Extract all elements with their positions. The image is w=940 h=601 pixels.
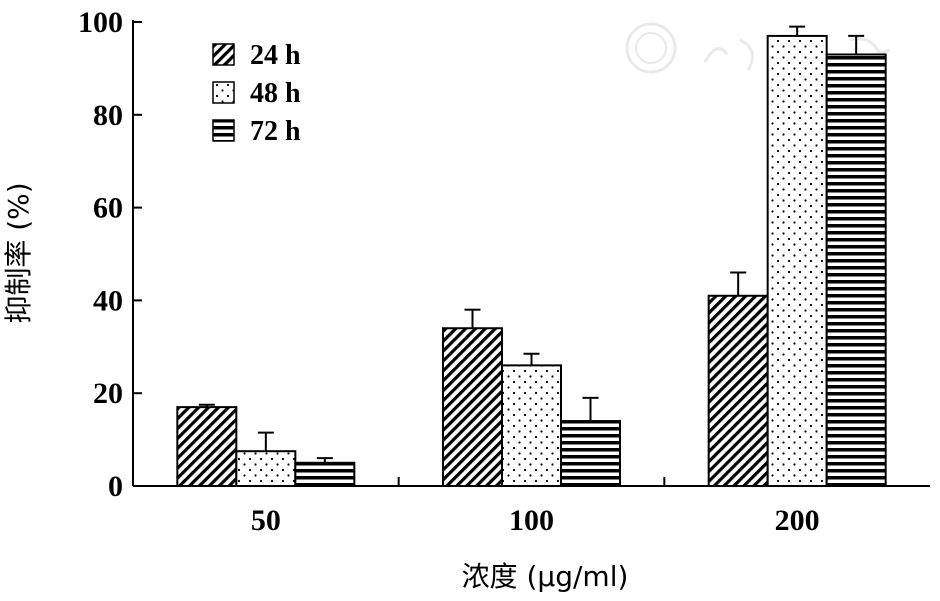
x-axis-ticks: 50 100 200 xyxy=(251,477,820,537)
bar-72h-50 xyxy=(294,461,356,487)
y-tick-label: 80 xyxy=(93,99,123,132)
bar-48h-50 xyxy=(235,450,297,488)
x-tick-label: 200 xyxy=(775,504,820,537)
legend-swatch xyxy=(212,43,235,66)
y-tick-label: 60 xyxy=(93,192,123,225)
y-axis-ticks: 0 20 40 60 80 100 xyxy=(78,6,142,503)
y-tick-label: 20 xyxy=(93,377,123,410)
x-axis-title: 浓度 (μg/ml) xyxy=(462,560,629,593)
y-axis-title: 抑制率 (%) xyxy=(2,182,35,323)
bar-24h-100 xyxy=(442,327,503,487)
bar-24h-200 xyxy=(707,294,769,488)
x-tick-label: 100 xyxy=(509,504,554,537)
legend-swatch xyxy=(212,119,235,142)
legend-label: 72 h xyxy=(250,116,301,147)
y-tick-label: 0 xyxy=(108,470,123,503)
bar-72h-100 xyxy=(560,420,621,488)
error-bars xyxy=(198,25,865,463)
y-tick-label: 40 xyxy=(93,284,123,317)
bar-72h-200 xyxy=(825,53,887,487)
legend: 24 h 48 h 72 h xyxy=(212,40,301,147)
bar-24h-50 xyxy=(176,406,238,487)
bar-48h-100 xyxy=(501,364,562,487)
x-tick-label: 50 xyxy=(251,504,281,537)
y-tick-label: 100 xyxy=(78,6,123,39)
bar-48h-200 xyxy=(766,34,828,487)
legend-swatch xyxy=(212,81,235,104)
legend-label: 24 h xyxy=(250,40,301,71)
legend-label: 48 h xyxy=(250,78,301,109)
